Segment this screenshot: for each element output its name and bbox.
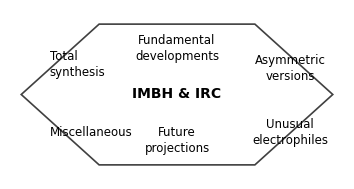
Text: Unusual
electrophiles: Unusual electrophiles bbox=[252, 118, 328, 147]
Text: Miscellaneous: Miscellaneous bbox=[50, 126, 132, 139]
Text: IMBH & IRC: IMBH & IRC bbox=[132, 88, 222, 101]
Text: Total
synthesis: Total synthesis bbox=[50, 50, 105, 79]
Text: Fundamental
developments: Fundamental developments bbox=[135, 34, 219, 63]
Text: Future
projections: Future projections bbox=[144, 126, 210, 155]
Text: Asymmetric
versions: Asymmetric versions bbox=[255, 53, 326, 83]
